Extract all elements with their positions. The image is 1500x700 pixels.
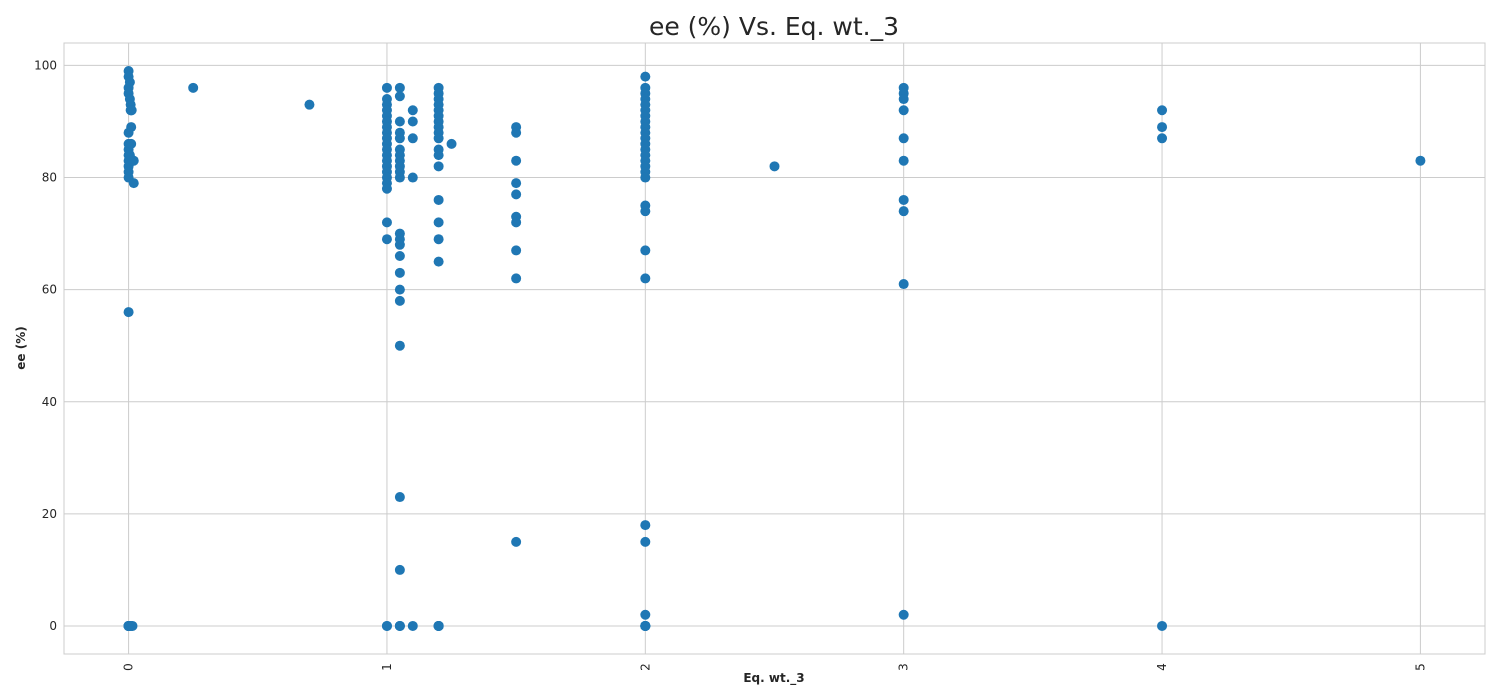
data-point <box>1157 105 1168 116</box>
x-tick-label: 3 <box>897 663 911 671</box>
data-point <box>511 155 522 166</box>
data-point <box>126 138 137 149</box>
data-point <box>511 273 522 284</box>
data-point <box>433 161 444 172</box>
data-point <box>124 77 135 88</box>
data-point <box>394 172 405 183</box>
data-point <box>898 105 909 116</box>
data-point <box>640 172 651 183</box>
data-point <box>304 99 315 110</box>
data-point <box>511 536 522 547</box>
data-point <box>381 217 392 228</box>
data-point <box>511 189 522 200</box>
data-points <box>123 66 1426 631</box>
data-point <box>1157 122 1168 133</box>
x-axis-label: Eq. wt._3 <box>743 671 804 686</box>
data-point <box>381 183 392 194</box>
data-point <box>394 340 405 351</box>
chart-title: ee (%) Vs. Eq. wt._3 <box>649 12 899 41</box>
data-point <box>128 178 139 189</box>
y-tick-label: 100 <box>34 58 57 72</box>
x-tick-labels: 0 1 2 3 4 5 <box>122 663 1428 671</box>
data-point <box>394 295 405 306</box>
data-point <box>433 620 444 631</box>
data-point <box>640 520 651 531</box>
y-tick-label: 60 <box>42 283 57 297</box>
data-point <box>898 194 909 205</box>
data-point <box>394 91 405 102</box>
data-point <box>640 536 651 547</box>
data-point <box>123 307 134 318</box>
data-point <box>188 82 199 93</box>
data-point <box>407 172 418 183</box>
data-point <box>640 273 651 284</box>
data-point <box>433 194 444 205</box>
data-point <box>124 150 135 161</box>
data-point <box>407 620 418 631</box>
y-tick-label: 0 <box>49 619 57 633</box>
data-point <box>898 609 909 620</box>
data-point <box>394 564 405 575</box>
x-tick-label: 5 <box>1413 663 1427 671</box>
data-point <box>511 217 522 228</box>
data-point <box>640 609 651 620</box>
data-point <box>381 234 392 245</box>
x-tick-label: 2 <box>638 663 652 671</box>
data-point <box>511 127 522 138</box>
grid-lines <box>64 43 1485 654</box>
data-point <box>126 105 137 116</box>
data-point <box>394 133 405 144</box>
data-point <box>769 161 780 172</box>
data-point <box>898 94 909 105</box>
data-point <box>1415 155 1426 166</box>
data-point <box>394 239 405 250</box>
data-point <box>407 116 418 127</box>
data-point <box>394 82 405 93</box>
y-tick-labels: 0 20 40 60 80 100 <box>34 58 57 633</box>
data-point <box>407 133 418 144</box>
y-axis-label: ee (%) <box>14 326 28 369</box>
data-point <box>433 256 444 267</box>
data-point <box>640 245 651 256</box>
data-point <box>394 620 405 631</box>
x-tick-label: 1 <box>380 663 394 671</box>
data-point <box>1157 620 1168 631</box>
data-point <box>394 492 405 503</box>
data-point <box>381 620 392 631</box>
plot-frame <box>63 42 1486 655</box>
data-point <box>394 116 405 127</box>
data-point <box>126 122 137 133</box>
data-point <box>433 133 444 144</box>
data-point <box>640 620 651 631</box>
data-point <box>511 245 522 256</box>
data-point <box>898 133 909 144</box>
data-point <box>1157 133 1168 144</box>
data-point <box>394 284 405 295</box>
data-point <box>407 105 418 116</box>
y-tick-label: 80 <box>42 171 57 185</box>
data-point <box>433 217 444 228</box>
data-point <box>446 138 457 149</box>
data-point <box>433 234 444 245</box>
data-point <box>511 178 522 189</box>
data-point <box>381 82 392 93</box>
data-point <box>640 71 651 82</box>
data-point <box>394 251 405 262</box>
data-point <box>898 206 909 217</box>
x-tick-label: 4 <box>1155 663 1169 671</box>
y-tick-label: 40 <box>42 395 57 409</box>
y-tick-label: 20 <box>42 507 57 521</box>
data-point <box>394 267 405 278</box>
data-point <box>127 620 138 631</box>
data-point <box>898 279 909 290</box>
x-tick-label: 0 <box>122 663 136 671</box>
data-point <box>640 206 651 217</box>
data-point <box>898 155 909 166</box>
data-point <box>433 150 444 161</box>
